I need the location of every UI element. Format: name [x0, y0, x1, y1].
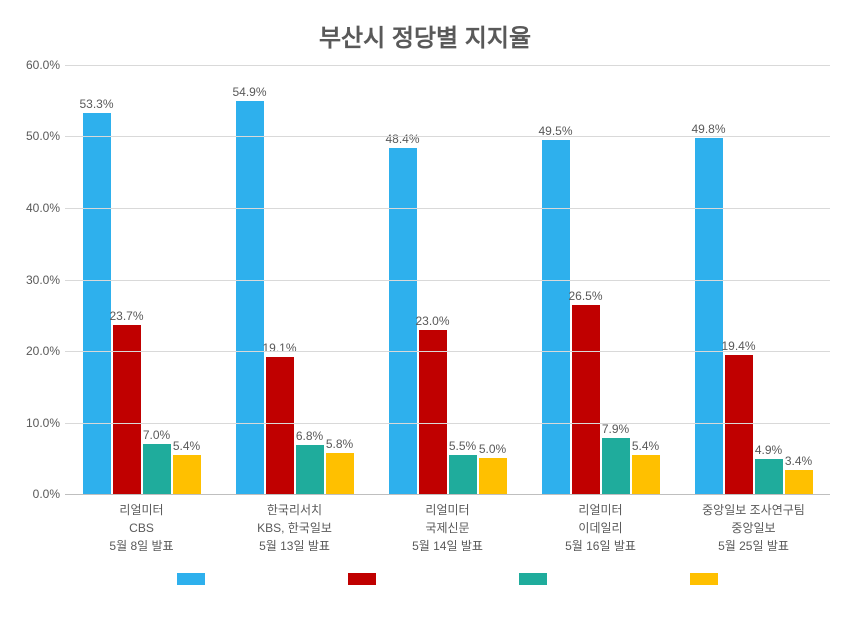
x-axis-label-line: 국제신문 — [371, 519, 524, 537]
bar-value-label: 7.0% — [143, 428, 170, 444]
y-axis-label: 30.0% — [10, 273, 60, 287]
bar-value-label: 5.4% — [632, 439, 659, 455]
y-axis-label: 0.0% — [10, 487, 60, 501]
legend — [65, 573, 830, 585]
chart-container: 부산시 정당별 지지율 53.3%23.7%7.0%5.4%54.9%19.1%… — [0, 0, 860, 636]
bar-value-label: 19.4% — [721, 339, 755, 355]
legend-swatch — [690, 573, 718, 585]
y-axis-label: 60.0% — [10, 58, 60, 72]
x-axis-group-label: 중앙일보 조사연구팀중앙일보5월 25일 발표 — [677, 495, 830, 555]
bar-value-label: 53.3% — [79, 97, 113, 113]
gridline — [65, 351, 830, 352]
plot-area: 53.3%23.7%7.0%5.4%54.9%19.1%6.8%5.8%48.4… — [65, 65, 830, 495]
x-axis-label-line: 5월 13일 발표 — [218, 537, 371, 555]
gridline — [65, 136, 830, 137]
legend-swatch — [177, 573, 205, 585]
y-axis-label: 50.0% — [10, 129, 60, 143]
bar — [479, 458, 507, 494]
bar-value-label: 5.5% — [449, 439, 476, 455]
bar-value-label: 23.0% — [415, 314, 449, 330]
bar — [236, 101, 264, 494]
bar-value-label: 26.5% — [568, 289, 602, 305]
bar-value-label: 49.5% — [538, 124, 572, 140]
bar — [296, 445, 324, 494]
y-axis-label: 40.0% — [10, 201, 60, 215]
bar — [572, 305, 600, 494]
legend-item — [690, 573, 718, 585]
bar — [389, 148, 417, 494]
legend-item — [519, 573, 547, 585]
x-axis-label-line: 리얼미터 — [371, 501, 524, 519]
x-axis-label-line: 리얼미터 — [524, 501, 677, 519]
bar-value-label: 7.9% — [602, 422, 629, 438]
gridline — [65, 208, 830, 209]
bar — [449, 455, 477, 494]
x-axis-label-line: 중앙일보 조사연구팀 — [677, 501, 830, 519]
bar — [755, 459, 783, 494]
bar-value-label: 3.4% — [785, 454, 812, 470]
bar — [143, 444, 171, 494]
bar-value-label: 5.0% — [479, 442, 506, 458]
bar-value-label: 5.4% — [173, 439, 200, 455]
bar — [725, 355, 753, 494]
x-axis-group-label: 리얼미터이데일리5월 16일 발표 — [524, 495, 677, 555]
gridline — [65, 65, 830, 66]
bar — [266, 357, 294, 494]
x-axis-group-label: 한국리서치KBS, 한국일보5월 13일 발표 — [218, 495, 371, 555]
bar-value-label: 23.7% — [109, 309, 143, 325]
x-axis-group-label: 리얼미터CBS5월 8일 발표 — [65, 495, 218, 555]
bar — [602, 438, 630, 494]
x-axis: 리얼미터CBS5월 8일 발표한국리서치KBS, 한국일보5월 13일 발표리얼… — [65, 495, 830, 555]
x-axis-label-line: 5월 8일 발표 — [65, 537, 218, 555]
x-axis-label-line: 한국리서치 — [218, 501, 371, 519]
bar — [695, 138, 723, 494]
x-axis-label-line: KBS, 한국일보 — [218, 519, 371, 537]
bar-value-label: 6.8% — [296, 429, 323, 445]
bar — [173, 455, 201, 494]
x-axis-label-line: 5월 14일 발표 — [371, 537, 524, 555]
y-axis-label: 10.0% — [10, 416, 60, 430]
x-axis-label-line: CBS — [65, 519, 218, 537]
chart-title: 부산시 정당별 지지율 — [10, 10, 840, 65]
x-axis-label-line: 5월 25일 발표 — [677, 537, 830, 555]
y-axis-label: 20.0% — [10, 344, 60, 358]
gridline — [65, 280, 830, 281]
bar — [419, 330, 447, 494]
x-axis-label-line: 중앙일보 — [677, 519, 830, 537]
x-axis-group-label: 리얼미터국제신문5월 14일 발표 — [371, 495, 524, 555]
bar-value-label: 19.1% — [262, 341, 296, 357]
bar-value-label: 48.4% — [385, 132, 419, 148]
x-axis-label-line: 이데일리 — [524, 519, 677, 537]
bar — [326, 453, 354, 494]
bar-value-label: 4.9% — [755, 443, 782, 459]
bar-value-label: 5.8% — [326, 437, 353, 453]
bar-value-label: 54.9% — [232, 85, 266, 101]
bar — [785, 470, 813, 494]
bar — [542, 140, 570, 494]
bar — [113, 325, 141, 494]
legend-swatch — [519, 573, 547, 585]
legend-item — [348, 573, 376, 585]
x-axis-label-line: 리얼미터 — [65, 501, 218, 519]
gridline — [65, 423, 830, 424]
bar — [632, 455, 660, 494]
bar — [83, 113, 111, 494]
x-axis-label-line: 5월 16일 발표 — [524, 537, 677, 555]
legend-item — [177, 573, 205, 585]
legend-swatch — [348, 573, 376, 585]
